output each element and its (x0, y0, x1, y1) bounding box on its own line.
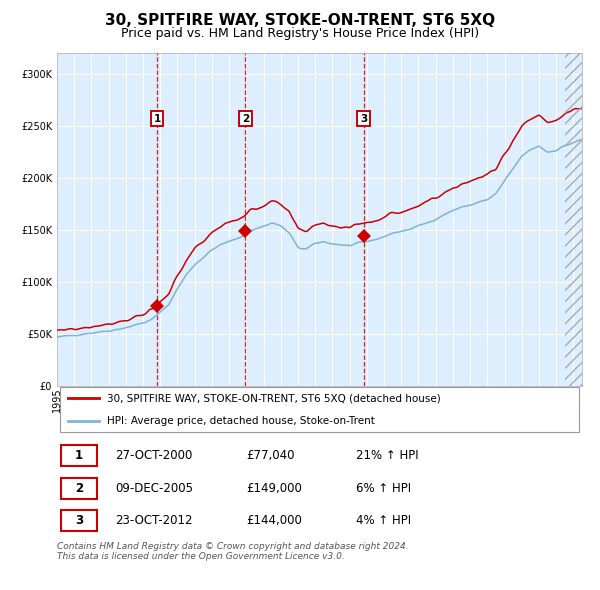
Text: 30, SPITFIRE WAY, STOKE-ON-TRENT, ST6 5XQ (detached house): 30, SPITFIRE WAY, STOKE-ON-TRENT, ST6 5X… (107, 394, 440, 404)
Text: £77,040: £77,040 (246, 449, 295, 463)
Text: 27-OCT-2000: 27-OCT-2000 (115, 449, 192, 463)
Text: 21% ↑ HPI: 21% ↑ HPI (356, 449, 419, 463)
FancyBboxPatch shape (61, 510, 97, 531)
Text: £149,000: £149,000 (246, 481, 302, 495)
Text: 6% ↑ HPI: 6% ↑ HPI (356, 481, 412, 495)
Text: 2: 2 (75, 481, 83, 495)
Text: HPI: Average price, detached house, Stoke-on-Trent: HPI: Average price, detached house, Stok… (107, 415, 375, 425)
FancyBboxPatch shape (59, 387, 580, 432)
Text: 3: 3 (75, 514, 83, 527)
Text: 23-OCT-2012: 23-OCT-2012 (115, 514, 192, 527)
Text: This data is licensed under the Open Government Licence v3.0.: This data is licensed under the Open Gov… (57, 552, 345, 560)
Text: 3: 3 (360, 114, 367, 124)
Text: 2: 2 (242, 114, 249, 124)
Text: 1: 1 (154, 114, 161, 124)
Text: Contains HM Land Registry data © Crown copyright and database right 2024.: Contains HM Land Registry data © Crown c… (57, 542, 409, 550)
Text: Price paid vs. HM Land Registry's House Price Index (HPI): Price paid vs. HM Land Registry's House … (121, 27, 479, 40)
Text: 4% ↑ HPI: 4% ↑ HPI (356, 514, 412, 527)
FancyBboxPatch shape (61, 478, 97, 499)
FancyBboxPatch shape (61, 445, 97, 466)
Text: £144,000: £144,000 (246, 514, 302, 527)
Text: 30, SPITFIRE WAY, STOKE-ON-TRENT, ST6 5XQ: 30, SPITFIRE WAY, STOKE-ON-TRENT, ST6 5X… (105, 13, 495, 28)
Text: 09-DEC-2005: 09-DEC-2005 (115, 481, 193, 495)
Bar (565, 53, 582, 386)
Text: 1: 1 (75, 449, 83, 463)
